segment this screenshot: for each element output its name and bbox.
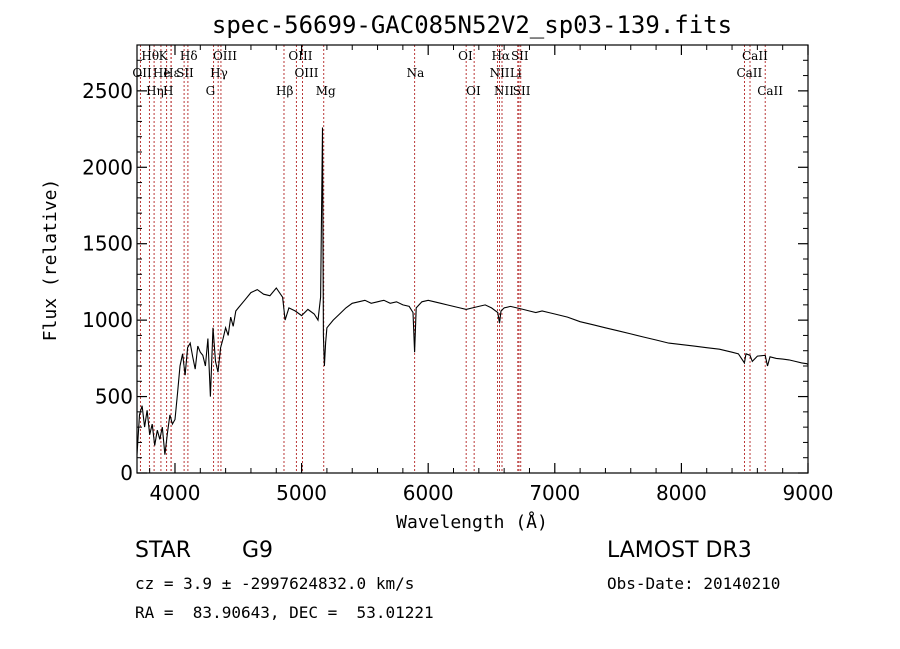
spectral-line-label: G <box>206 84 216 98</box>
x-tick-label: 8000 <box>656 481 707 505</box>
object-subclass: G9 <box>242 538 274 563</box>
y-tick-label: 500 <box>95 385 133 409</box>
spectral-line-label: SII <box>176 66 194 80</box>
spectral-line-label: H <box>163 84 173 98</box>
spectral-line-label: Na <box>407 66 425 80</box>
y-tick-label: 2000 <box>82 155 133 179</box>
y-tick-label: 2500 <box>82 79 133 103</box>
spectral-line-label: SII <box>511 49 529 63</box>
spectral-line-label: OII <box>132 66 152 80</box>
spectral-line-label: NII <box>494 84 514 98</box>
spectral-line-label: OIII <box>294 66 318 80</box>
spectral-line-label: CaII <box>742 49 768 63</box>
spectral-line-label: K <box>159 49 169 63</box>
survey-name: LAMOST DR3 <box>607 538 752 563</box>
spectral-line-label: Hα <box>491 49 510 63</box>
spectral-line-label: CaII <box>736 66 762 80</box>
spectral-line-label: OI <box>458 49 473 63</box>
x-tick-label: 6000 <box>403 481 454 505</box>
spectral-line-label: OIII <box>213 49 237 63</box>
x-tick-label: 5000 <box>276 481 327 505</box>
object-class: STAR <box>135 538 192 563</box>
plot-frame <box>136 44 809 474</box>
redshift-line: cz = 3.9 ± -2997624832.0 km/s <box>135 574 415 593</box>
y-tick-label: 1500 <box>82 232 133 256</box>
x-tick-label: 4000 <box>150 481 201 505</box>
y-tick-label: 0 <box>120 461 133 485</box>
x-tick-label: 7000 <box>529 481 580 505</box>
spectral-line-label: Hθ <box>141 49 159 63</box>
spectral-line-label: He <box>153 66 171 80</box>
spectral-line-label: OIII <box>288 49 312 63</box>
spectral-line-label: Hδ <box>180 49 198 63</box>
spectrum-line <box>136 127 809 455</box>
chart-title: spec-56699-GAC085N52V2_sp03-139.fits <box>212 11 732 39</box>
y-axis-label: Flux (relative) <box>40 179 61 342</box>
spectral-line-label: SII <box>513 84 531 98</box>
spectral-line-label: Mg <box>316 84 336 98</box>
spectral-line-label: Hβ <box>276 84 293 98</box>
spectral-line-label: CaII <box>757 84 783 98</box>
x-tick-label: 9000 <box>783 481 834 505</box>
spectral-line-label: Li <box>510 66 522 80</box>
obs-date: Obs-Date: 20140210 <box>607 574 781 593</box>
radec-line: RA = 83.90643, DEC = 53.01221 <box>135 603 434 622</box>
y-tick-label: 1000 <box>82 308 133 332</box>
spectral-line-label: NII <box>490 66 510 80</box>
spectral-line-label: Hη <box>146 84 164 98</box>
spectral-line-label: OI <box>466 84 481 98</box>
spectral-line-label: Hγ <box>210 66 228 80</box>
x-axis-label: Wavelength (Å) <box>396 511 548 533</box>
spectral-line-label: Hε <box>163 66 180 80</box>
